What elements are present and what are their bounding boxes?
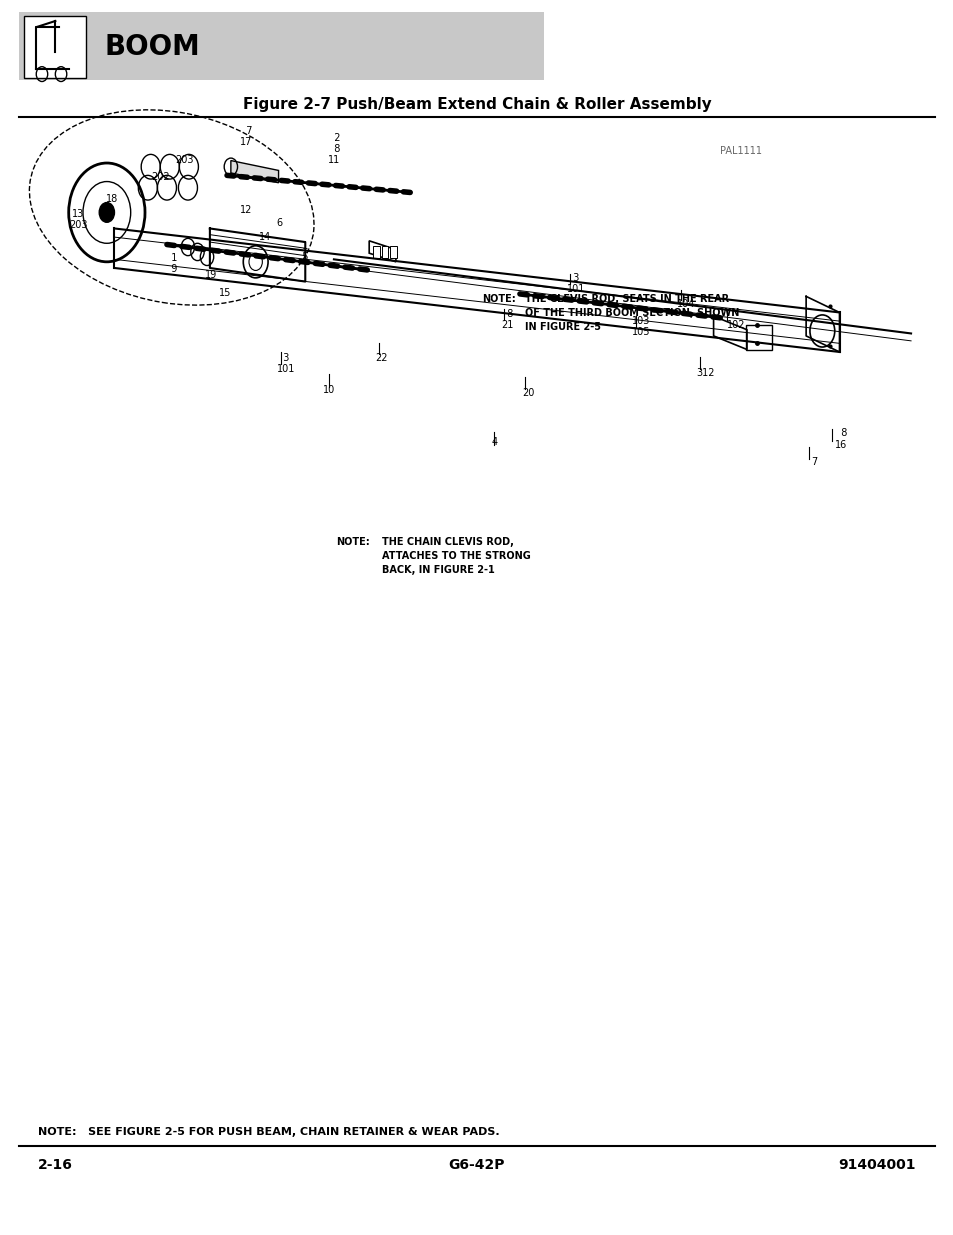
Text: G6-42P: G6-42P: [448, 1157, 505, 1172]
Bar: [390, 246, 396, 258]
Polygon shape: [369, 241, 395, 262]
Circle shape: [99, 203, 114, 222]
Text: 18: 18: [107, 194, 118, 204]
Text: 3
101: 3 101: [276, 353, 294, 374]
Text: NOTE:: NOTE:: [481, 294, 515, 304]
Text: 14: 14: [259, 232, 271, 242]
Text: THE CLEVIS ROD, SEATS IN THE REAR
OF THE THIRD BOOM SECTION, SHOWN
IN FIGURE 2-5: THE CLEVIS ROD, SEATS IN THE REAR OF THE…: [524, 294, 739, 332]
Text: 91404001: 91404001: [838, 1157, 915, 1172]
Text: 203: 203: [174, 156, 193, 165]
Text: 10: 10: [323, 385, 335, 395]
Text: 15: 15: [219, 288, 231, 298]
Text: NOTE:: NOTE:: [335, 537, 369, 547]
Text: 7: 7: [810, 457, 817, 467]
Text: 1
  9: 1 9: [165, 253, 177, 274]
Text: BOOM: BOOM: [105, 33, 200, 61]
Bar: [745, 325, 771, 350]
Text: 8
21: 8 21: [500, 309, 513, 330]
Text: PAL1111: PAL1111: [720, 146, 761, 156]
Polygon shape: [231, 161, 278, 183]
Text: 103
105: 103 105: [631, 316, 649, 337]
Text: THE CHAIN CLEVIS ROD,
ATTACHES TO THE STRONG
BACK, IN FIGURE 2-1: THE CHAIN CLEVIS ROD, ATTACHES TO THE ST…: [381, 537, 530, 576]
Text: 6: 6: [276, 219, 282, 228]
Text: 12: 12: [240, 205, 252, 215]
Text: 13
203: 13 203: [69, 209, 88, 230]
Text: 20: 20: [522, 388, 534, 398]
Text: 312: 312: [696, 368, 714, 378]
Bar: [24, 16, 86, 78]
Text: 2
  8
11: 2 8 11: [328, 133, 340, 165]
Text: 4: 4: [491, 437, 497, 447]
Text: 1
  5: 1 5: [295, 241, 308, 262]
Text: 22: 22: [375, 353, 388, 363]
Text: 7
17: 7 17: [240, 126, 253, 147]
Bar: [373, 246, 379, 258]
Text: NOTE:   SEE FIGURE 2-5 FOR PUSH BEAM, CHAIN RETAINER & WEAR PADS.: NOTE: SEE FIGURE 2-5 FOR PUSH BEAM, CHAI…: [38, 1128, 499, 1137]
Text: 102: 102: [726, 320, 744, 330]
Text: 3
101: 3 101: [566, 273, 584, 294]
Text: 19: 19: [205, 270, 217, 280]
Text: 104: 104: [677, 299, 695, 309]
Text: 8
16: 8 16: [834, 429, 846, 450]
FancyBboxPatch shape: [19, 12, 543, 80]
Text: 202: 202: [151, 172, 170, 182]
Text: Figure 2-7 Push/Beam Extend Chain & Roller Assembly: Figure 2-7 Push/Beam Extend Chain & Roll…: [242, 98, 711, 112]
Bar: [381, 246, 388, 258]
Text: 2-16: 2-16: [38, 1157, 73, 1172]
